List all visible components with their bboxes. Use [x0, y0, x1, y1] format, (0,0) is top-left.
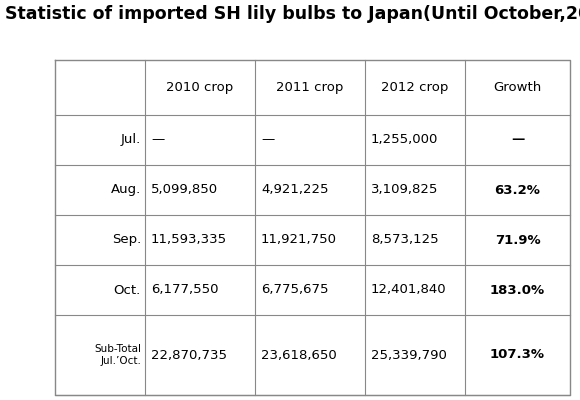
Text: 25,339,790: 25,339,790: [371, 348, 447, 362]
Text: 2011 crop: 2011 crop: [276, 81, 344, 94]
Text: 107.3%: 107.3%: [490, 348, 545, 362]
Text: 23,618,650: 23,618,650: [261, 348, 337, 362]
Text: 183.0%: 183.0%: [490, 284, 545, 296]
Text: 4,921,225: 4,921,225: [261, 184, 328, 196]
Text: Sub-Total
Jul.’Oct.: Sub-Total Jul.’Oct.: [94, 344, 141, 366]
Text: —: —: [511, 134, 524, 146]
Text: Jul.: Jul.: [121, 134, 141, 146]
Text: Aug.: Aug.: [111, 184, 141, 196]
Text: —: —: [261, 134, 274, 146]
Text: 8,573,125: 8,573,125: [371, 234, 438, 246]
Text: Sep.: Sep.: [112, 234, 141, 246]
Text: 2012 crop: 2012 crop: [381, 81, 449, 94]
Text: 12,401,840: 12,401,840: [371, 284, 447, 296]
Text: 63.2%: 63.2%: [495, 184, 541, 196]
Text: 1,255,000: 1,255,000: [371, 134, 438, 146]
Text: —: —: [151, 134, 164, 146]
Text: 2010 crop: 2010 crop: [166, 81, 234, 94]
Text: 11,921,750: 11,921,750: [261, 234, 337, 246]
Text: 71.9%: 71.9%: [495, 234, 541, 246]
Text: Growth: Growth: [494, 81, 542, 94]
Text: 11,593,335: 11,593,335: [151, 234, 227, 246]
Text: 6,775,675: 6,775,675: [261, 284, 328, 296]
Text: 6,177,550: 6,177,550: [151, 284, 219, 296]
Text: 3,109,825: 3,109,825: [371, 184, 438, 196]
Text: Statistic of imported SH lily bulbs to Japan(Until October,2012): Statistic of imported SH lily bulbs to J…: [5, 5, 580, 23]
Text: 5,099,850: 5,099,850: [151, 184, 218, 196]
Text: 22,870,735: 22,870,735: [151, 348, 227, 362]
Text: Oct.: Oct.: [114, 284, 141, 296]
